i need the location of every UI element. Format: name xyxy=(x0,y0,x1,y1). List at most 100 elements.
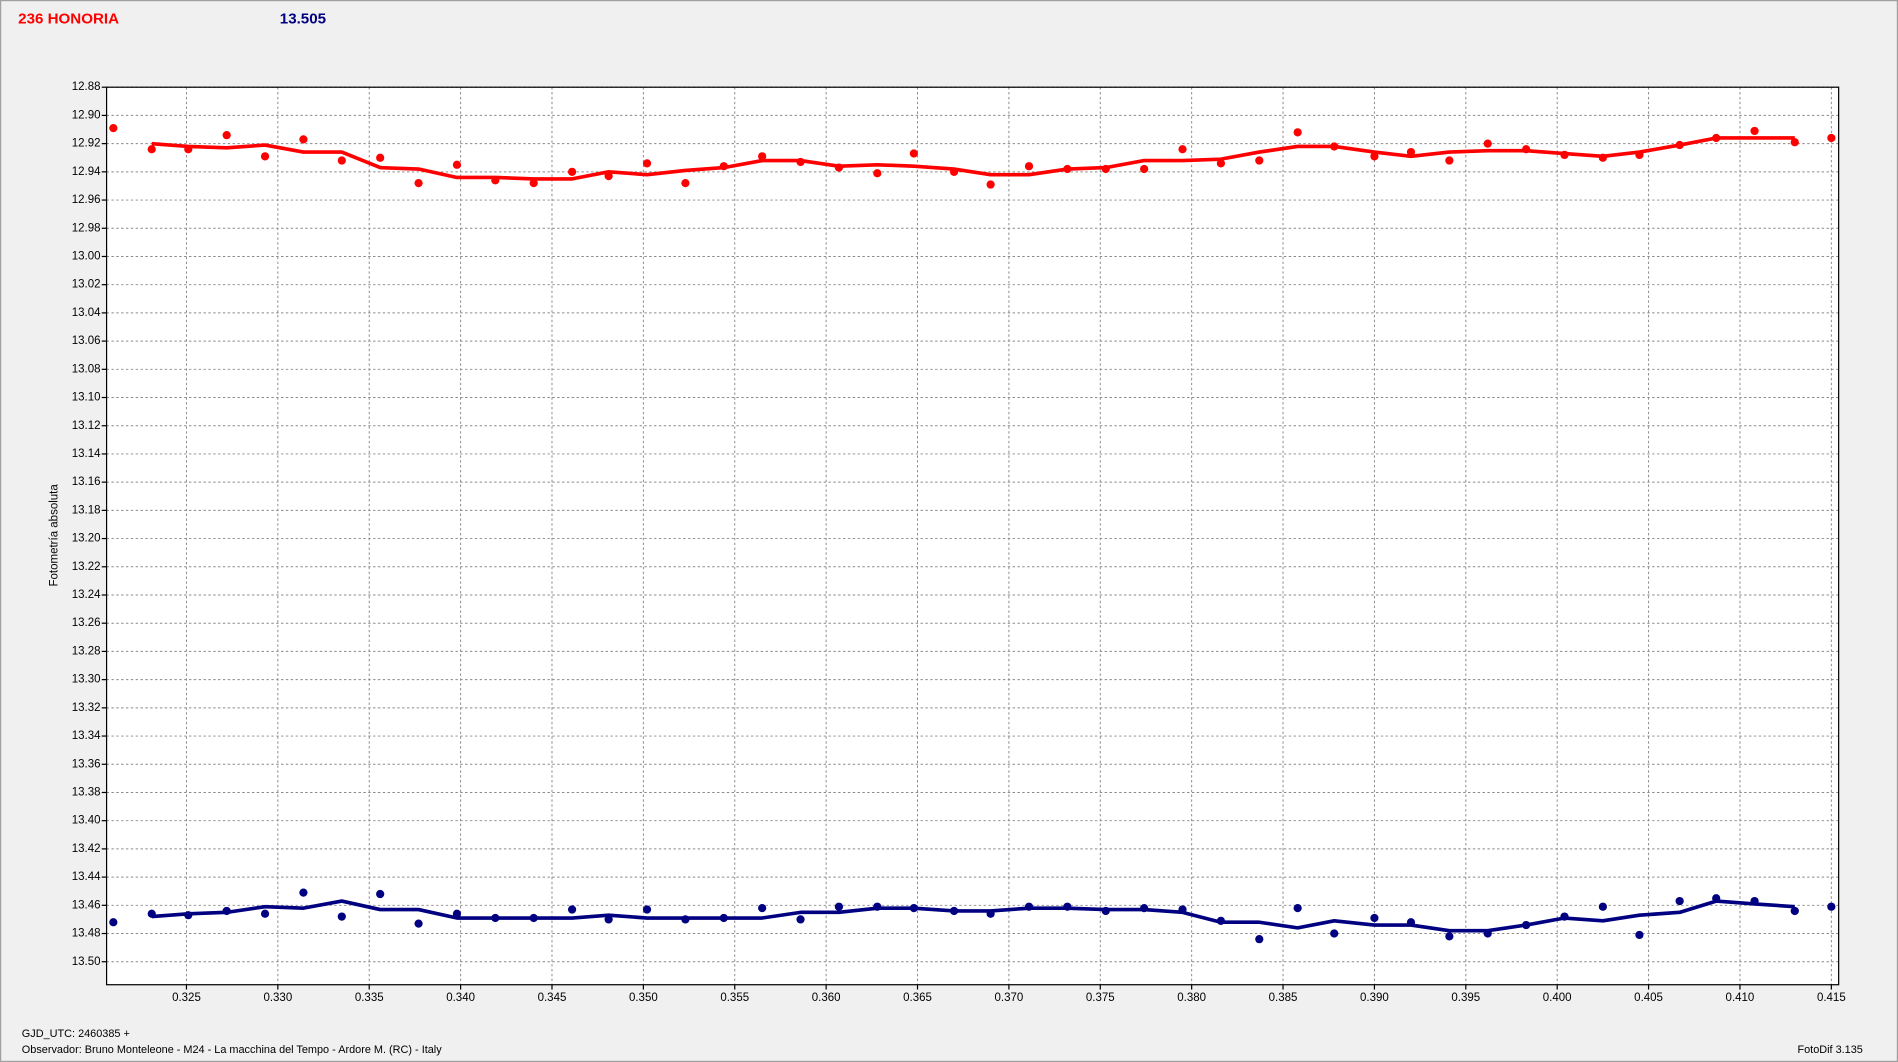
data-point xyxy=(1790,906,1799,916)
y-tick-label: 13.04 xyxy=(72,307,101,319)
footer-software: FotoDif 3.135 xyxy=(1797,1044,1862,1056)
y-tick-label: 13.22 xyxy=(72,561,101,573)
data-point xyxy=(337,156,346,165)
data-point xyxy=(1216,159,1226,168)
trend-line xyxy=(151,136,1795,181)
data-point xyxy=(1675,896,1684,906)
data-point xyxy=(1370,913,1379,923)
y-tick-label: 13.46 xyxy=(72,899,101,911)
data-point xyxy=(604,915,613,924)
y-tick-label: 13.40 xyxy=(72,815,101,827)
data-point xyxy=(1635,930,1644,940)
y-tick-label: 12.98 xyxy=(72,222,101,234)
data-point xyxy=(642,159,652,168)
x-tick-label: 0.385 xyxy=(1269,992,1298,1004)
data-point xyxy=(796,915,805,924)
x-tick-label: 0.400 xyxy=(1543,992,1572,1004)
data-point xyxy=(529,179,538,188)
y-tick-label: 13.38 xyxy=(72,787,101,799)
y-tick-label: 13.36 xyxy=(72,758,101,770)
data-point xyxy=(1293,128,1302,137)
x-tick-label: 0.360 xyxy=(812,992,841,1004)
chart-title: 236 HONORIA xyxy=(18,10,119,27)
grid xyxy=(101,86,1839,990)
data-point xyxy=(109,123,118,133)
data-point xyxy=(414,919,423,928)
y-tick-label: 12.90 xyxy=(72,109,101,121)
y-tick-label: 13.34 xyxy=(72,730,101,742)
y-tick-label: 13.20 xyxy=(72,533,101,545)
data-point xyxy=(1178,145,1187,154)
data-point xyxy=(1445,156,1454,165)
data-point xyxy=(1255,935,1264,944)
data-point xyxy=(1445,932,1454,941)
plot-border xyxy=(105,86,1840,986)
y-tick-label: 13.00 xyxy=(72,251,101,263)
y-tick-label: 13.42 xyxy=(72,843,101,855)
data-point xyxy=(1827,902,1836,911)
data-point xyxy=(1750,126,1759,136)
y-tick-label: 13.50 xyxy=(72,956,101,968)
footer-observer: Observador: Bruno Monteleone - M24 - La … xyxy=(22,1044,442,1056)
data-point xyxy=(1790,138,1799,147)
data-point xyxy=(758,904,767,913)
data-point xyxy=(642,905,652,914)
data-point xyxy=(1406,147,1416,157)
data-point xyxy=(1293,904,1302,913)
data-point xyxy=(376,889,385,899)
data-point xyxy=(986,180,995,189)
y-tick-label: 12.96 xyxy=(72,194,101,206)
data-point xyxy=(873,169,882,178)
data-point xyxy=(222,131,231,140)
data-point xyxy=(567,905,577,914)
y-tick-label: 13.28 xyxy=(72,645,101,657)
y-tick-label: 13.06 xyxy=(72,335,101,347)
data-point xyxy=(1598,902,1608,911)
y-tick-label: 13.26 xyxy=(72,617,101,629)
y-tick-label: 13.16 xyxy=(72,476,101,488)
data-point xyxy=(1140,164,1149,174)
data-point xyxy=(299,135,308,144)
data-point xyxy=(758,152,767,161)
data-point xyxy=(567,167,577,176)
footer-date: GJD_UTC: 2460385 + xyxy=(22,1028,130,1040)
data-point xyxy=(909,149,918,158)
data-point xyxy=(1370,152,1379,161)
data-layer xyxy=(109,123,1836,944)
data-point xyxy=(376,153,385,162)
data-point xyxy=(1255,156,1264,165)
x-tick-label: 0.380 xyxy=(1177,992,1206,1004)
y-tick-label: 13.32 xyxy=(72,702,101,714)
y-tick-label: 13.24 xyxy=(72,589,101,601)
data-point xyxy=(337,912,346,921)
chart-subtitle: 13.505 xyxy=(280,10,326,27)
data-point xyxy=(299,888,308,897)
plot-area xyxy=(106,87,1839,985)
y-tick-label: 12.88 xyxy=(72,81,101,93)
x-tick-label: 0.410 xyxy=(1726,992,1755,1004)
y-tick-label: 12.92 xyxy=(72,138,101,150)
x-tick-label: 0.395 xyxy=(1451,992,1480,1004)
y-tick-label: 13.12 xyxy=(72,420,101,432)
y-tick-label: 12.94 xyxy=(72,166,101,178)
x-tick-label: 0.370 xyxy=(995,992,1024,1004)
data-point xyxy=(834,902,844,911)
x-tick-label: 0.355 xyxy=(720,992,749,1004)
y-tick-label: 13.30 xyxy=(72,674,101,686)
y-tick-label: 13.44 xyxy=(72,871,101,883)
x-tick-label: 0.365 xyxy=(903,992,932,1004)
x-tick-label: 0.415 xyxy=(1817,992,1846,1004)
x-tick-label: 0.335 xyxy=(355,992,384,1004)
data-point xyxy=(109,918,118,927)
data-point xyxy=(681,179,690,188)
x-tick-label: 0.345 xyxy=(538,992,567,1004)
y-axis-label: Fotometría absoluta xyxy=(49,484,61,587)
x-tick-label: 0.325 xyxy=(172,992,201,1004)
x-tick-label: 0.330 xyxy=(263,992,292,1004)
x-tick-label: 0.350 xyxy=(629,992,658,1004)
data-point xyxy=(1827,133,1836,143)
data-point xyxy=(1024,162,1034,171)
data-point xyxy=(260,909,270,918)
y-tick-label: 13.48 xyxy=(72,928,101,940)
y-tick-label: 13.14 xyxy=(72,448,101,460)
